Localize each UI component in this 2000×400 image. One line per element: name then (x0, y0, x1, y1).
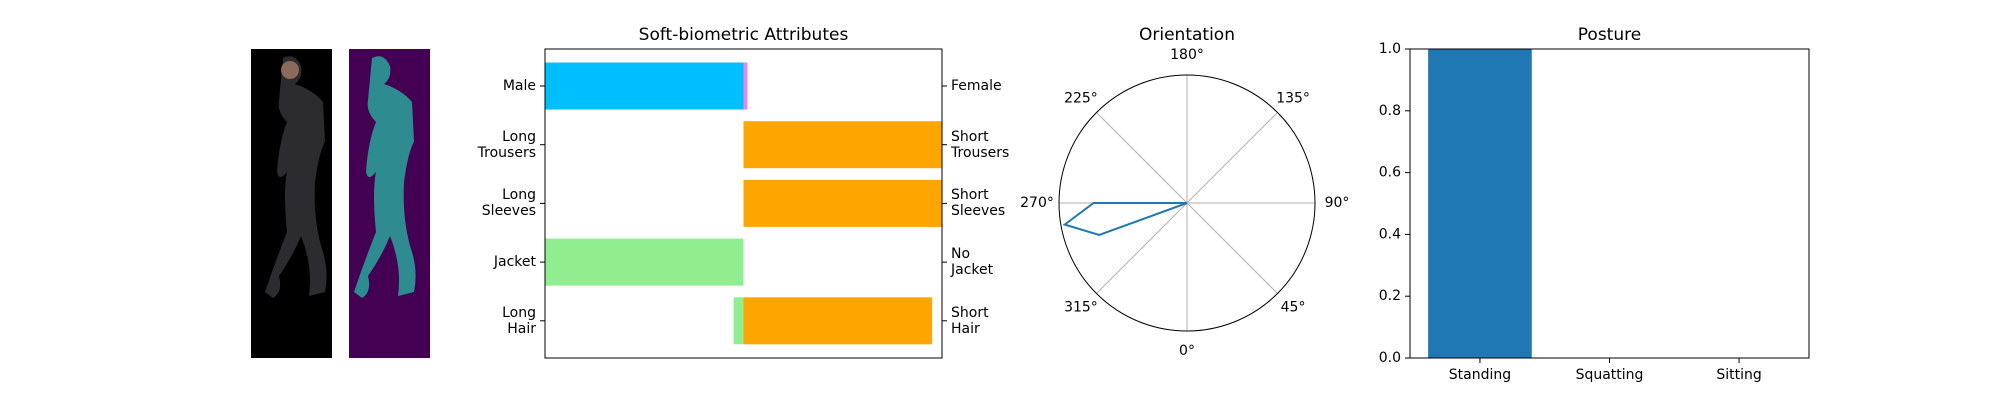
grid-line (1096, 202, 1188, 294)
angle-label: 270° (1020, 195, 1054, 211)
left-label: Long Hair (502, 304, 536, 337)
bar (743, 179, 942, 227)
right-label: Short Hair (951, 304, 989, 337)
axes-frame (1409, 48, 1810, 359)
angle-label: 90° (1325, 195, 1350, 211)
bar (545, 62, 744, 110)
bar (1428, 49, 1532, 358)
bar (545, 238, 744, 286)
right-label: No Jacket (951, 246, 994, 279)
bar (743, 297, 933, 345)
left-label: Long Sleeves (481, 187, 536, 220)
angle-label: 45° (1281, 300, 1306, 316)
y-tick-label: 0.6 (1379, 165, 1401, 181)
angle-label: 225° (1064, 90, 1098, 106)
bar (733, 297, 744, 345)
bar (743, 121, 942, 169)
grid-line (1186, 112, 1278, 204)
angle-label: 0° (1179, 343, 1195, 359)
y-tick-label: 0.0 (1379, 350, 1401, 366)
polar-frame (1058, 74, 1316, 332)
right-label: Short Trousers (951, 128, 1010, 161)
chart-title: Soft-biometric Attributes (639, 25, 849, 45)
y-tick-label: 0.2 (1379, 288, 1401, 304)
x-tick-label: Standing (1449, 367, 1511, 383)
left-label: Long Trousers (477, 128, 536, 161)
y-tick-label: 0.4 (1379, 226, 1401, 242)
grid-line (1096, 112, 1188, 204)
chart-title: Orientation (1139, 25, 1235, 45)
grid-line (1186, 202, 1278, 294)
x-tick-label: Squatting (1576, 367, 1644, 383)
rgb-image (251, 49, 332, 358)
angle-label: 315° (1064, 300, 1098, 316)
y-tick-label: 0.8 (1379, 103, 1401, 119)
left-label: Jacket (493, 254, 536, 271)
angle-label: 135° (1276, 90, 1310, 106)
y-tick-label: 1.0 (1379, 41, 1401, 57)
depth-image (349, 49, 430, 358)
right-label: Short Sleeves (951, 187, 1006, 220)
chart-title: Posture (1578, 25, 1641, 45)
angle-label: 180° (1170, 47, 1204, 63)
right-label: Female (951, 78, 1002, 94)
x-tick-label: Sitting (1716, 367, 1761, 383)
left-label: Male (502, 78, 536, 94)
axes-frame (544, 48, 943, 359)
orientation-line (1062, 202, 1188, 237)
bar (743, 62, 748, 110)
